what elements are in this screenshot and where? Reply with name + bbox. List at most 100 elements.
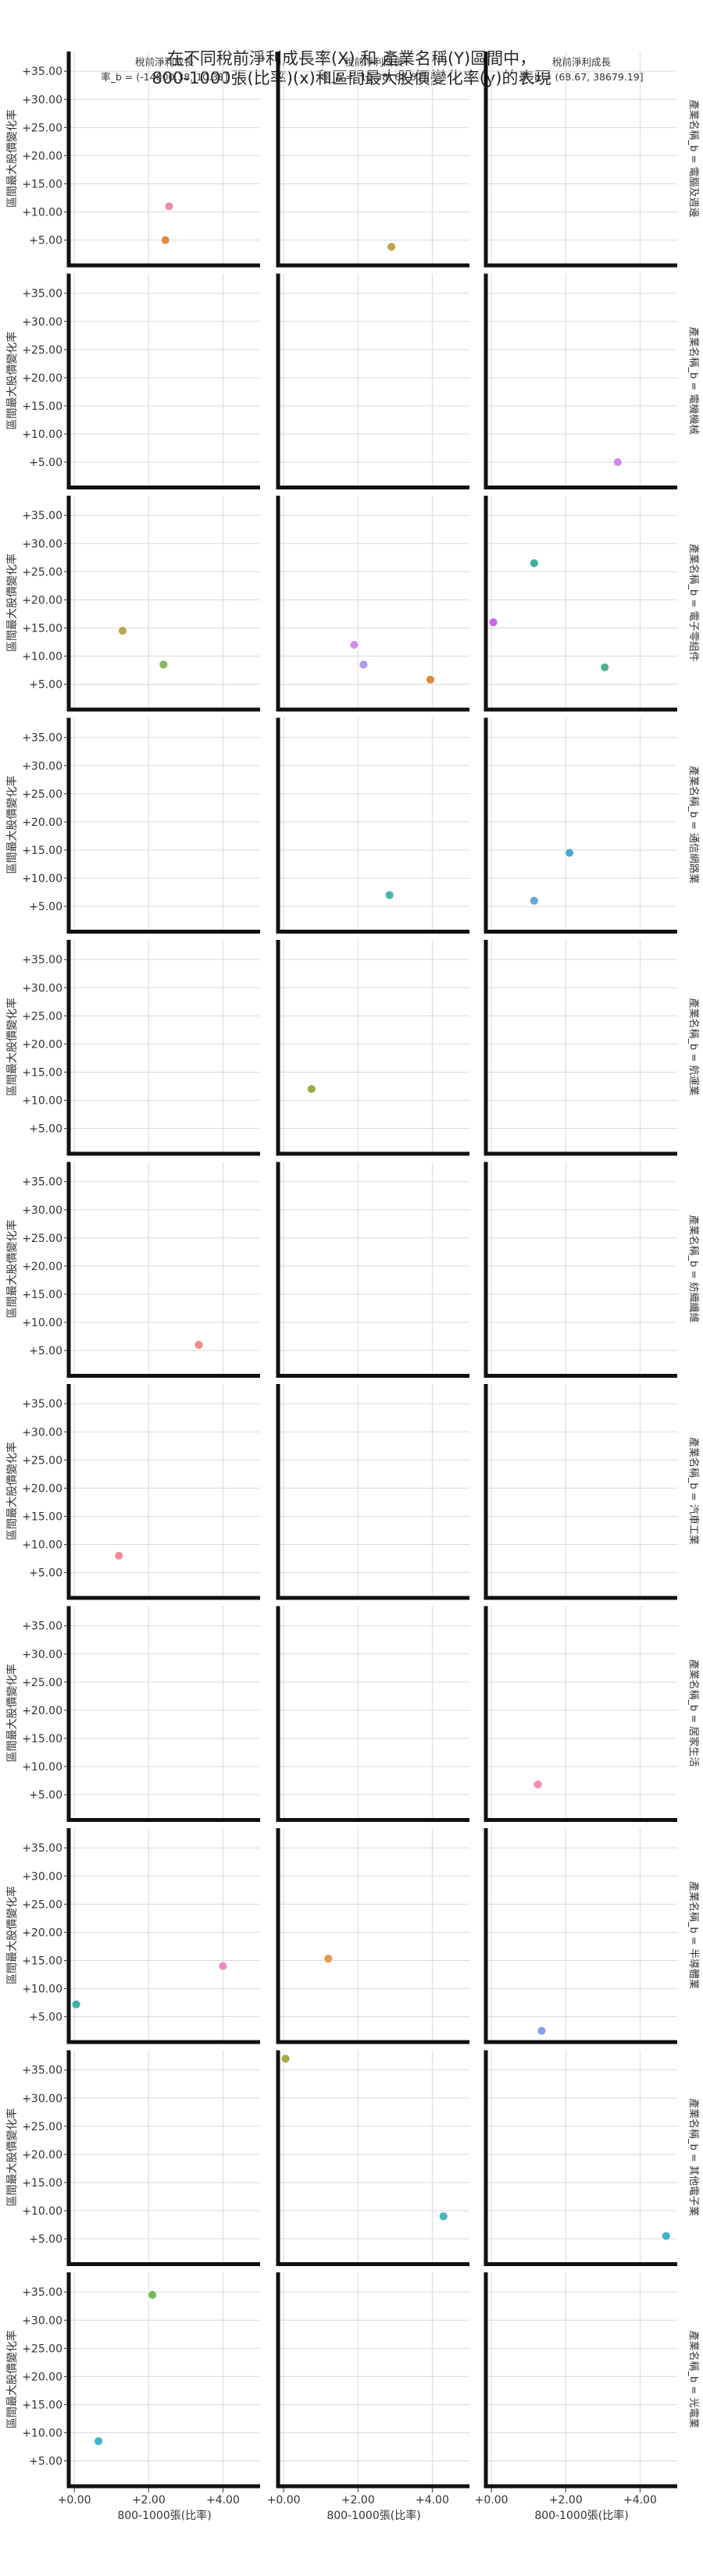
ytick-label-5-1: +10.00 bbox=[22, 1317, 62, 1329]
ytick-label-4-5: +30.00 bbox=[22, 982, 62, 994]
ylabel-row-7: 區間最大股價變化率 bbox=[5, 1664, 19, 1763]
ytick-label-8-4: +25.00 bbox=[22, 1898, 62, 1911]
ytick-label-5-2: +15.00 bbox=[22, 1289, 62, 1301]
ytick-label-5-4: +25.00 bbox=[22, 1233, 62, 1245]
data-point-1 bbox=[160, 235, 170, 245]
ytick-label-7-1: +10.00 bbox=[22, 1761, 62, 1774]
row-label-9: 產業名稱_b = 其他電子業 bbox=[687, 2098, 700, 2216]
data-point-6 bbox=[349, 640, 359, 649]
chart-title-line-0: 在不同稅前淨利成長率(X) 和 產業名稱(Y)區間中， bbox=[167, 49, 536, 68]
xtick-label-0-0: +0.00 bbox=[58, 2494, 91, 2507]
xtick-label-2-2: +4.00 bbox=[623, 2494, 657, 2507]
data-point-22 bbox=[537, 2026, 547, 2036]
data-point-11 bbox=[600, 663, 610, 672]
ytick-label-1-0: +5.00 bbox=[29, 457, 62, 469]
ytick-label-7-6: +35.00 bbox=[22, 1621, 62, 1633]
ylabel-row-8: 區間最大股價變化率 bbox=[5, 1886, 19, 1984]
ytick-label-1-6: +35.00 bbox=[22, 288, 62, 301]
xlabel-col-1: 800-1000張(比率) bbox=[327, 2509, 420, 2522]
data-point-19 bbox=[71, 1999, 81, 2009]
ytick-label-8-5: +30.00 bbox=[22, 1870, 62, 1883]
ylabel-row-4: 區間最大股價變化率 bbox=[5, 998, 19, 1096]
row-label-5: 產業名稱_b = 紡織纖維 bbox=[687, 1215, 700, 1323]
ytick-label-9-0: +5.00 bbox=[29, 2233, 62, 2246]
ytick-label-3-4: +25.00 bbox=[22, 788, 62, 801]
ytick-label-4-0: +5.00 bbox=[29, 1123, 62, 1136]
ytick-label-4-2: +15.00 bbox=[22, 1066, 62, 1079]
data-point-24 bbox=[438, 2211, 448, 2222]
ytick-label-4-6: +35.00 bbox=[22, 954, 62, 966]
row-label-6: 產業名稱_b = 汽車工業 bbox=[687, 1437, 700, 1545]
ytick-label-3-0: +5.00 bbox=[29, 901, 62, 913]
ytick-label-2-4: +25.00 bbox=[22, 566, 62, 578]
data-point-15 bbox=[306, 1084, 316, 1094]
data-point-16 bbox=[194, 1340, 204, 1350]
ytick-label-6-3: +20.00 bbox=[22, 1482, 62, 1495]
ytick-label-6-0: +5.00 bbox=[29, 1567, 62, 1580]
ytick-label-7-5: +30.00 bbox=[22, 1649, 62, 1661]
row-label-4: 產業名稱_b = 航運業 bbox=[687, 998, 700, 1096]
ytick-label-0-0: +5.00 bbox=[29, 235, 62, 247]
xtick-label-1-0: +0.00 bbox=[267, 2494, 301, 2507]
row-label-10: 產業名稱_b = 光電業 bbox=[687, 2331, 700, 2428]
ytick-label-9-5: +30.00 bbox=[22, 2093, 62, 2105]
ytick-label-4-3: +20.00 bbox=[22, 1038, 62, 1051]
column-title-2-line-1: 率_b = (68.67, 38679.19] bbox=[519, 71, 643, 83]
ytick-label-9-1: +10.00 bbox=[22, 2205, 62, 2218]
ytick-label-4-4: +25.00 bbox=[22, 1010, 62, 1023]
ytick-label-1-4: +25.00 bbox=[22, 344, 62, 357]
ylabel-row-1: 區間最大股價變化率 bbox=[5, 332, 19, 430]
ytick-label-10-1: +10.00 bbox=[22, 2428, 62, 2440]
ytick-label-5-5: +30.00 bbox=[22, 1204, 62, 1217]
ytick-label-7-0: +5.00 bbox=[29, 1789, 62, 1802]
data-point-4 bbox=[118, 626, 127, 635]
ytick-label-6-4: +25.00 bbox=[22, 1454, 62, 1467]
data-point-7 bbox=[359, 660, 369, 670]
ylabel-row-10: 區間最大股價變化率 bbox=[5, 2330, 19, 2428]
ytick-label-3-5: +30.00 bbox=[22, 760, 62, 773]
ytick-label-0-6: +35.00 bbox=[22, 66, 62, 78]
data-point-3 bbox=[612, 457, 623, 467]
ytick-label-6-2: +15.00 bbox=[22, 1510, 62, 1523]
ytick-label-10-3: +20.00 bbox=[22, 2371, 62, 2383]
ytick-label-10-5: +30.00 bbox=[22, 2314, 62, 2327]
ytick-label-9-6: +35.00 bbox=[22, 2065, 62, 2077]
row-label-3: 產業名稱_b = 通信網路業 bbox=[687, 766, 700, 884]
column-title-0-line-1: 率_b = (-14000.38, 10.38] bbox=[101, 71, 228, 83]
ytick-label-3-6: +35.00 bbox=[22, 732, 62, 745]
data-point-9 bbox=[529, 558, 539, 568]
xtick-label-0-2: +4.00 bbox=[206, 2494, 240, 2507]
ytick-label-3-1: +10.00 bbox=[22, 873, 62, 885]
data-point-23 bbox=[280, 2054, 291, 2064]
ytick-label-9-4: +25.00 bbox=[22, 2121, 62, 2133]
ytick-label-9-3: +20.00 bbox=[22, 2149, 62, 2161]
xtick-label-2-0: +0.00 bbox=[475, 2494, 509, 2507]
column-title-2-line-0: 稅前淨利成長 bbox=[552, 56, 612, 68]
ytick-label-1-3: +20.00 bbox=[22, 372, 62, 385]
ytick-label-5-6: +35.00 bbox=[22, 1176, 62, 1189]
ytick-label-8-0: +5.00 bbox=[29, 2012, 62, 2024]
ytick-label-10-4: +25.00 bbox=[22, 2343, 62, 2355]
xtick-label-1-2: +4.00 bbox=[416, 2494, 449, 2507]
ytick-label-4-1: +10.00 bbox=[22, 1095, 62, 1108]
xtick-label-2-1: +2.00 bbox=[549, 2494, 583, 2507]
ylabel-row-9: 區間最大股價變化率 bbox=[5, 2108, 19, 2207]
ytick-label-5-3: +20.00 bbox=[22, 1261, 62, 1273]
ytick-label-7-2: +15.00 bbox=[22, 1733, 62, 1745]
data-point-8 bbox=[426, 674, 435, 685]
row-label-0: 產業名稱_b = 電腦及週邊 bbox=[687, 100, 700, 218]
column-title-1-line-1: 率_b = (10.38, 68.67] bbox=[321, 71, 426, 83]
row-label-1: 產業名稱_b = 電機機械 bbox=[687, 327, 700, 435]
data-point-5 bbox=[159, 660, 169, 670]
ytick-label-8-3: +20.00 bbox=[22, 1927, 62, 1939]
data-point-10 bbox=[488, 617, 498, 628]
xtick-label-1-1: +2.00 bbox=[341, 2494, 375, 2507]
data-point-2 bbox=[387, 242, 396, 252]
ytick-label-2-1: +10.00 bbox=[22, 651, 62, 664]
data-point-20 bbox=[218, 1961, 228, 1971]
row-label-7: 產業名稱_b = 居家生活 bbox=[687, 1660, 700, 1767]
ytick-label-7-4: +25.00 bbox=[22, 1677, 62, 1689]
ytick-label-0-3: +20.00 bbox=[22, 150, 62, 162]
ytick-label-1-5: +30.00 bbox=[22, 316, 62, 329]
data-point-21 bbox=[323, 1954, 334, 1964]
